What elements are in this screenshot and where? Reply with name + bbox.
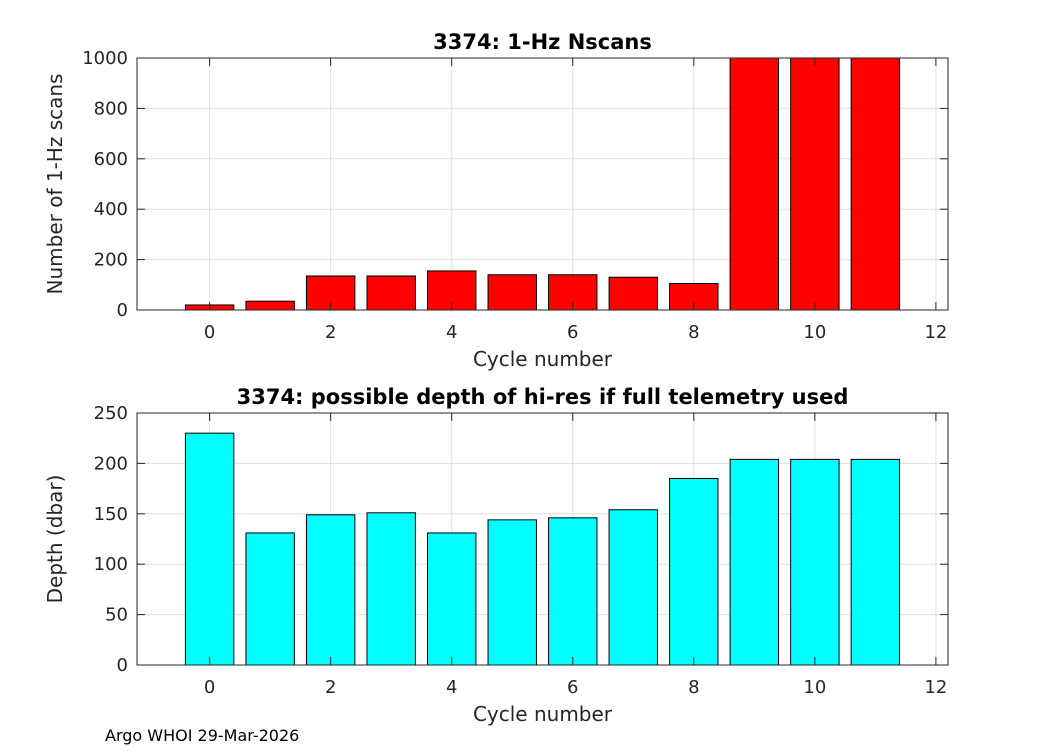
axes-box (136, 57, 949, 311)
bar-cycle-11 (850, 458, 901, 666)
bar-cycle-9 (729, 57, 780, 311)
x-tick-label: 4 (446, 322, 457, 343)
x-tick-label: 0 (204, 322, 215, 343)
bar-cycle-11 (850, 57, 901, 311)
y-tick-label: 1000 (82, 48, 128, 69)
bar-cycle-5 (487, 274, 537, 311)
x-tick-label: 2 (325, 677, 336, 698)
bar-cycle-7 (608, 509, 658, 666)
x-tick-label: 12 (924, 322, 947, 343)
x-tick-label: 12 (924, 677, 947, 698)
bar-cycle-3 (366, 512, 416, 666)
y-tick-label: 50 (105, 605, 128, 626)
y-tick-label: 800 (94, 98, 128, 119)
x-axis-label: Cycle number (473, 347, 613, 371)
x-tick-label: 8 (688, 677, 699, 698)
x-tick-label: 6 (567, 677, 578, 698)
chart-nscans: 0 2 4 6 8 10 12 0 200 400 600 800 1000 3374: 1-Hz Nsc… (43, 30, 949, 371)
y-tick-label: 100 (94, 554, 128, 575)
bar-cycle-1 (245, 532, 295, 666)
y-tick-label: 200 (94, 453, 128, 474)
bar-cycle-0 (184, 432, 235, 666)
y-axis-label: Depth (dbar) (43, 475, 67, 604)
x-tick-label: 8 (688, 322, 699, 343)
chart-title: 3374: possible depth of hi-res if full t… (237, 385, 849, 409)
chart-depth: 0 2 4 6 8 10 12 0 50 100 150 200 250 3374: possible d… (43, 385, 949, 726)
y-tick-label: 0 (117, 655, 128, 676)
bar-cycle-9 (729, 458, 780, 666)
y-tick-label: 200 (94, 250, 128, 271)
x-axis-label: Cycle number (473, 702, 613, 726)
bar-cycle-5 (487, 519, 537, 666)
x-tick-label: 10 (803, 322, 826, 343)
x-tick-label: 6 (567, 322, 578, 343)
y-tick-label: 250 (94, 403, 128, 424)
bar-cycle-6 (548, 517, 598, 666)
bar-cycle-7 (608, 276, 658, 311)
axes-box (136, 412, 949, 666)
bar-cycle-3 (366, 275, 416, 311)
chart-title: 3374: 1-Hz Nscans (433, 30, 652, 54)
bar-cycle-1 (245, 300, 295, 311)
bar-cycle-10 (790, 458, 840, 666)
x-tick-label: 4 (446, 677, 457, 698)
y-axis-label: Number of 1-Hz scans (43, 74, 67, 295)
bar-cycle-8 (669, 478, 719, 666)
bar-cycle-4 (427, 532, 477, 666)
y-tick-label: 0 (117, 300, 128, 321)
y-tick-label: 600 (94, 149, 128, 170)
x-tick-label: 0 (204, 677, 215, 698)
bar-cycle-10 (790, 57, 840, 311)
bar-cycle-2 (305, 514, 356, 666)
y-tick-label: 400 (94, 199, 128, 220)
x-tick-label: 10 (803, 677, 826, 698)
y-tick-label: 150 (94, 504, 128, 525)
footer-text: Argo WHOI 29-Mar-2026 (105, 726, 299, 745)
x-tick-label: 2 (325, 322, 336, 343)
